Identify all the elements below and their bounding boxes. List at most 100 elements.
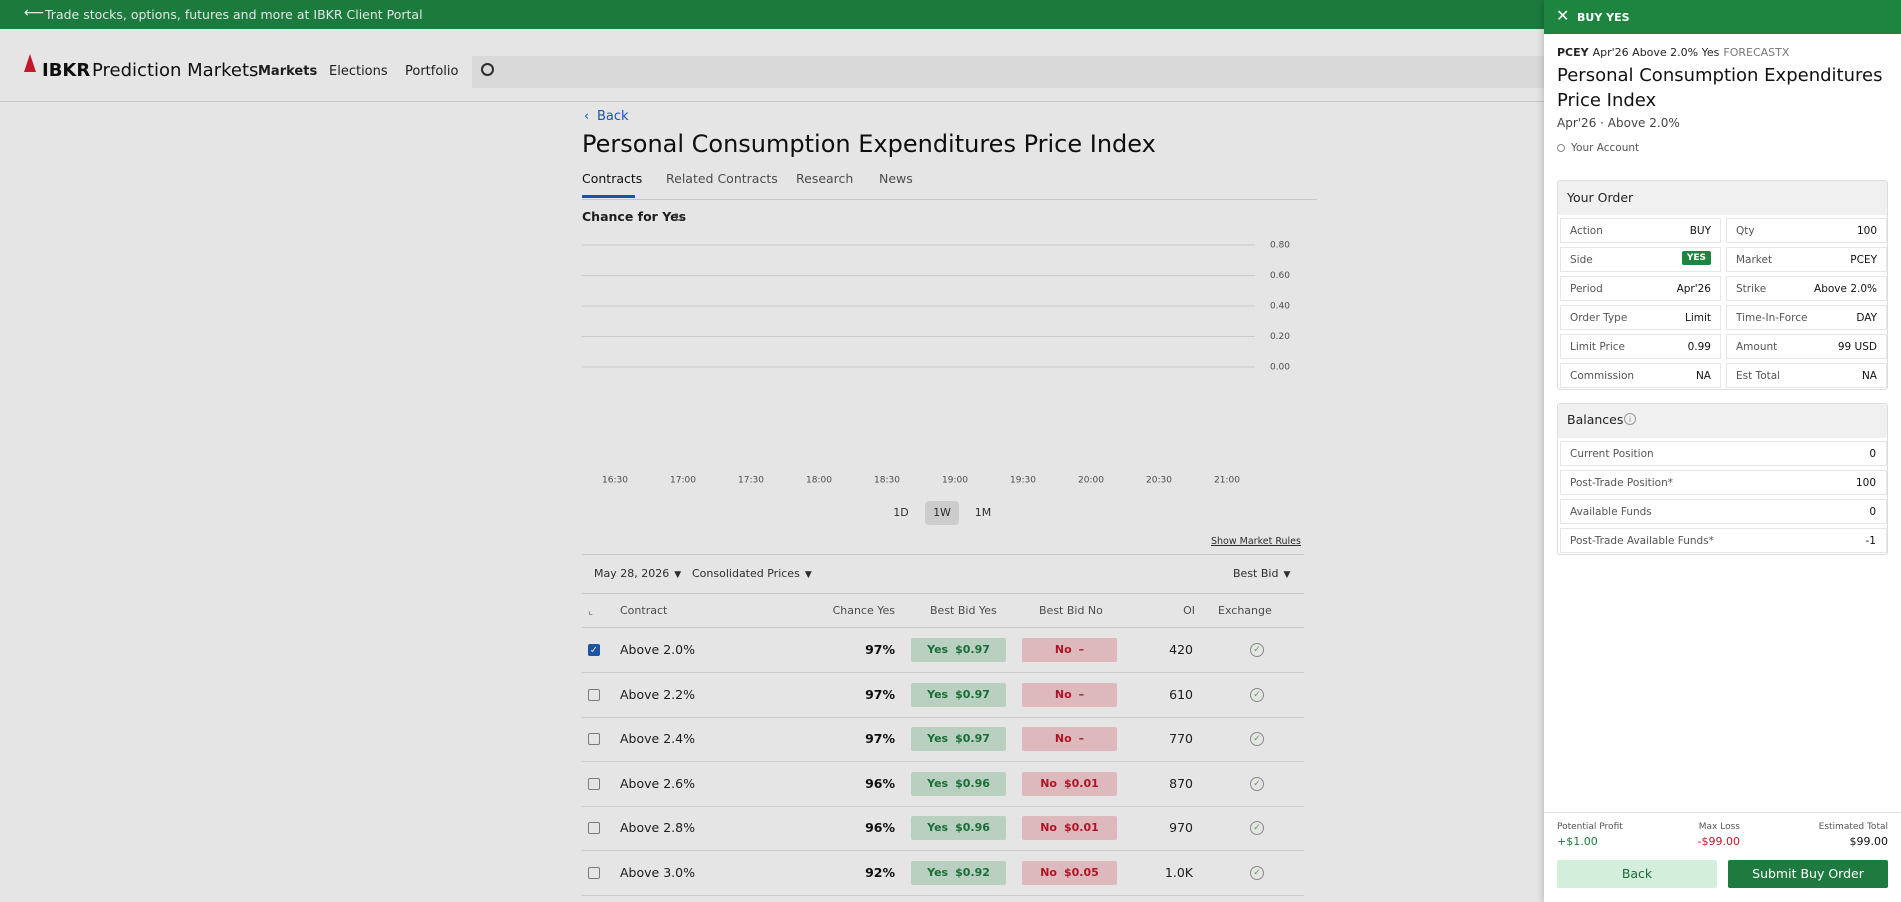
open-interest: 770	[1169, 731, 1193, 746]
checkbox[interactable]	[588, 733, 600, 745]
nav-link[interactable]: Elections	[329, 64, 388, 79]
back-link[interactable]: ‹	[584, 109, 590, 124]
field-label: Action	[1570, 225, 1603, 237]
checkbox[interactable]	[588, 866, 600, 879]
search-bar	[472, 56, 1544, 88]
footer-value: $99.00	[1849, 835, 1889, 848]
bid-price: $0.96	[955, 776, 990, 790]
line-chart: 0.00 0.20 0.40 0.60 0.80 16:30 17:00 17:30 18:00…	[582, 241, 1290, 486]
back-button[interactable]: Back	[1557, 860, 1717, 888]
divider	[582, 554, 1304, 555]
checkbox[interactable]	[588, 777, 600, 790]
bid-button-no[interactable]: No –	[1022, 727, 1117, 751]
divider	[582, 593, 1304, 594]
panel-title: Personal Consumption Expenditures Price …	[1557, 65, 1883, 111]
bid-button-yes[interactable]: Yes $0.97	[911, 682, 1006, 707]
bid-button-yes[interactable]: Yes $0.96	[911, 771, 1006, 796]
field-label: Est Total	[1736, 370, 1781, 382]
exchange-icon: ✓	[1250, 643, 1264, 657]
range-button[interactable]: 1D	[893, 506, 909, 519]
open-interest: 870	[1169, 775, 1193, 791]
footer-divider	[1544, 812, 1901, 813]
x-tick-label: 20:30	[1146, 476, 1172, 486]
chance: 96%	[865, 775, 895, 791]
bid-button-no[interactable]: No –	[1022, 638, 1117, 662]
panel-header-title: BUY YES	[1577, 11, 1630, 24]
checkbox[interactable]	[588, 822, 600, 834]
chance: 97%	[865, 731, 895, 746]
filter-dropdown[interactable]: May 28, 2026 ▼	[594, 567, 681, 580]
nav-link[interactable]: Markets	[258, 64, 318, 79]
bid-side: No	[1040, 776, 1057, 790]
caret: ▼	[674, 570, 682, 580]
bid-side: Yes	[927, 865, 949, 879]
symbol-line: PCEY Apr'26 Above 2.0% Yes FORECASTX	[1557, 46, 1789, 59]
balance-label: Current Position	[1570, 448, 1654, 460]
field-cell	[1560, 305, 1721, 330]
close-button[interactable]: ✕	[1556, 6, 1570, 25]
caret: ▼	[804, 570, 812, 580]
banner	[0, 0, 1544, 29]
bid-side: Yes	[927, 776, 949, 790]
tab[interactable]: Research	[796, 171, 854, 186]
filter-dropdown[interactable]: Best Bid ▼	[1233, 567, 1290, 580]
y-tick-label: 0.00	[1270, 363, 1290, 373]
bid-button-yes[interactable]: Yes $0.97	[911, 638, 1006, 662]
bid-button-no[interactable]: No $0.01	[1022, 771, 1117, 796]
tab[interactable]: Contracts	[582, 171, 643, 186]
back-link[interactable]: Back	[597, 109, 629, 124]
bid-button-yes[interactable]: Yes $0.96	[911, 816, 1006, 840]
column-header: Best Bid Yes	[930, 604, 997, 617]
field-value: PCEY	[1850, 254, 1877, 266]
checkbox[interactable]: ✓	[588, 644, 600, 656]
field-cell	[1726, 276, 1887, 301]
range-button[interactable]: 1M	[974, 506, 992, 519]
banner-text: Trade stocks, options, futures and more …	[45, 7, 423, 22]
footer-label: Estimated Total	[1818, 822, 1888, 832]
panel-subtitle: Apr'26 · Above 2.0%	[1557, 116, 1680, 130]
filter-dropdown[interactable]: Consolidated Prices ▼	[692, 567, 812, 580]
rules-link[interactable]: Show Market Rules	[1211, 536, 1301, 547]
y-tick-label: 0.20	[1270, 332, 1290, 342]
field-label: Period	[1570, 283, 1603, 295]
bid-button-no[interactable]: No $0.01	[1022, 816, 1117, 840]
bid-button-no[interactable]: No $0.05	[1022, 860, 1117, 885]
balances-title: Balances	[1567, 412, 1624, 427]
contract-name: Above 2.8%	[620, 820, 695, 835]
chart-icon: ⌞	[588, 604, 594, 617]
field-value: Above 2.0%	[1814, 283, 1877, 295]
submit-button[interactable]: Submit Buy Order	[1728, 860, 1888, 888]
balance-row	[1560, 441, 1887, 466]
page-title: Personal Consumption Expenditures Price …	[582, 130, 1156, 158]
bid-button-yes[interactable]: Yes $0.92	[911, 860, 1006, 885]
y-tick-label: 0.80	[1270, 241, 1290, 251]
bid-button-yes[interactable]: Yes $0.97	[911, 727, 1006, 751]
field-value: Apr'26	[1676, 283, 1711, 295]
open-interest: 420	[1169, 642, 1193, 657]
nav-link[interactable]: Portfolio	[405, 64, 459, 79]
symbol: PCEY	[1557, 46, 1589, 59]
tab[interactable]: News	[879, 171, 913, 186]
tab[interactable]: Related Contracts	[666, 171, 778, 186]
column-header: OI	[1183, 604, 1195, 617]
bid-side: Yes	[927, 732, 949, 745]
range-button[interactable]: 1W	[925, 501, 959, 525]
filter-text: Consolidated Prices	[692, 567, 800, 580]
bid-side: Yes	[927, 687, 949, 701]
checkbox[interactable]	[588, 688, 600, 701]
field-cell	[1560, 334, 1721, 359]
exchange-icon: ✓	[1250, 687, 1264, 702]
info-icon: i	[1624, 413, 1636, 425]
divider	[582, 805, 1304, 807]
field-label: Amount	[1736, 341, 1778, 353]
bid-button-no[interactable]: No –	[1022, 682, 1117, 707]
exchange-icon: ✓	[1250, 776, 1264, 791]
divider	[582, 672, 1304, 673]
balance-value: 0	[1869, 448, 1876, 460]
bid-price: $0.97	[955, 732, 990, 745]
contract-name: Above 3.0%	[620, 864, 695, 880]
divider	[582, 850, 1304, 851]
balance-value: -1	[1865, 535, 1876, 547]
bid-price: $0.96	[955, 821, 990, 834]
refresh-icon: ↻	[674, 211, 684, 224]
